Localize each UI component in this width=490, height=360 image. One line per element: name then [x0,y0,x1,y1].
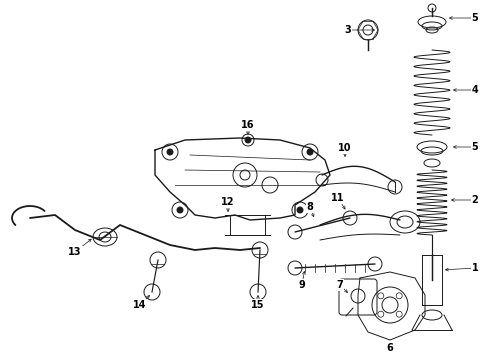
Text: 10: 10 [338,143,352,153]
Text: 5: 5 [472,142,478,152]
Text: 11: 11 [331,193,345,203]
Text: 5: 5 [472,13,478,23]
Text: 9: 9 [298,280,305,290]
Text: 2: 2 [472,195,478,205]
Text: 8: 8 [307,202,314,212]
Circle shape [297,207,303,213]
Text: 15: 15 [251,300,265,310]
Text: 13: 13 [68,247,82,257]
Text: 4: 4 [472,85,478,95]
Text: 1: 1 [472,263,478,273]
Text: 12: 12 [221,197,235,207]
Circle shape [177,207,183,213]
Text: 14: 14 [133,300,147,310]
Circle shape [245,137,251,143]
Circle shape [307,149,313,155]
Text: 16: 16 [241,120,255,130]
Text: 6: 6 [387,343,393,353]
Circle shape [167,149,173,155]
Text: 7: 7 [337,280,343,290]
Text: 3: 3 [344,25,351,35]
